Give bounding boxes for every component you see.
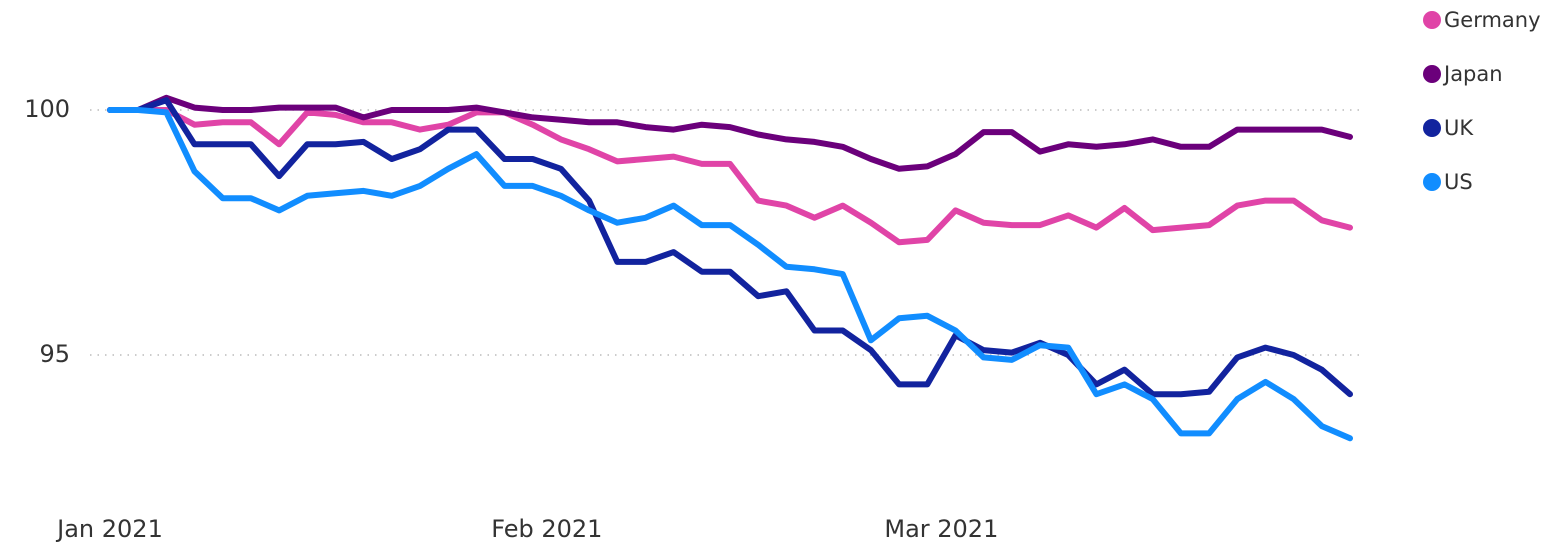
- y-tick-label: 95: [39, 340, 70, 368]
- legend-label: Germany: [1444, 8, 1541, 32]
- x-tick-label: Jan 2021: [55, 515, 163, 543]
- legend-marker: [1423, 11, 1441, 29]
- legend-marker: [1423, 119, 1441, 137]
- series-line: [107, 107, 1353, 442]
- x-tick-label: Feb 2021: [491, 515, 602, 543]
- series-line: [107, 94, 1353, 172]
- y-tick-label: 100: [24, 95, 70, 123]
- legend-label: UK: [1444, 116, 1474, 140]
- legend-marker: [1423, 173, 1441, 191]
- x-tick-label: Mar 2021: [884, 515, 998, 543]
- legend-label: US: [1444, 170, 1473, 194]
- series-line: [107, 97, 1353, 398]
- legend-label: Japan: [1442, 62, 1503, 86]
- legend-marker: [1423, 65, 1441, 83]
- series-line: [107, 107, 1353, 246]
